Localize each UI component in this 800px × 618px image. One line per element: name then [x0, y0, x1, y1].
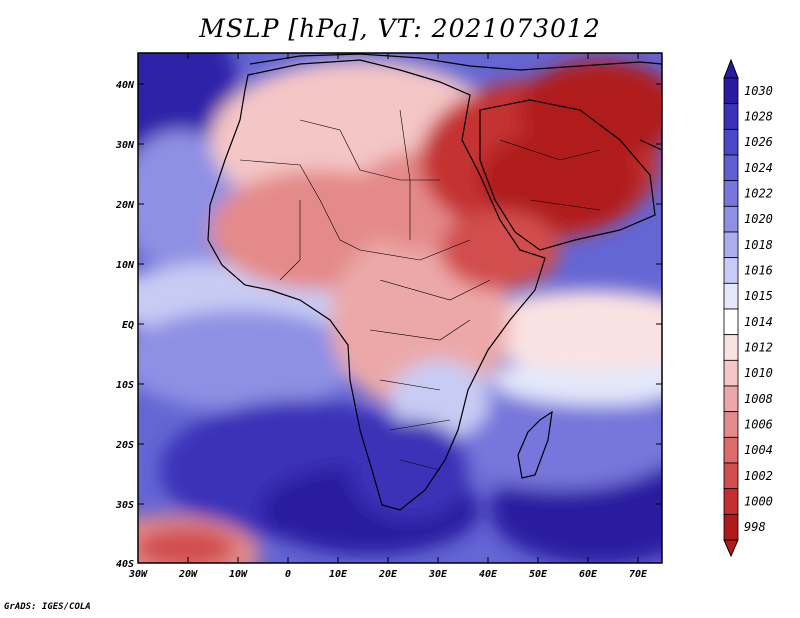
- colorbar-swatch: [723, 359, 739, 387]
- colorbar-swatch: [723, 180, 739, 207]
- lat-tick-labels: 40N 30N 20N 10N EQ 10S 20S 30S 40S: [115, 80, 135, 570]
- colorbar-label: 1008: [744, 392, 773, 406]
- lat-label-40n: 40N: [116, 80, 135, 91]
- lat-label-40s: 40S: [116, 559, 134, 570]
- colorbar-swatch: [723, 205, 739, 233]
- colorbar-label: 1004: [744, 443, 773, 457]
- lon-label-30e: 30E: [428, 569, 448, 580]
- colorbar-label: 1022: [744, 187, 773, 201]
- lat-label-20s: 20S: [115, 440, 134, 451]
- lat-label-10n: 10N: [116, 260, 135, 271]
- colorbar-label: 1016: [744, 264, 773, 278]
- colorbar-swatch: [723, 231, 739, 259]
- colorbar-swatch: [723, 513, 739, 541]
- colorbar-label: 1024: [744, 161, 773, 175]
- lon-label-10e: 10E: [329, 569, 348, 580]
- colorbar-swatch: [723, 462, 739, 490]
- colorbar-label: 1020: [744, 212, 773, 226]
- colorbar-swatch: [723, 411, 739, 438]
- lon-label-60e: 60E: [579, 569, 598, 580]
- colorbar-arrow-top: [723, 58, 739, 79]
- lat-label-30s: 30S: [115, 500, 134, 511]
- colorbar-swatch: [723, 257, 739, 284]
- india-coastline: [639, 139, 662, 151]
- lon-label-50e: 50E: [529, 569, 548, 580]
- lon-label-30w: 30W: [128, 569, 148, 580]
- colorbar-label: 1014: [744, 315, 773, 329]
- europe-coastline: [249, 53, 662, 71]
- africa-coastline: [207, 59, 546, 511]
- colorbar-swatch: [723, 334, 739, 361]
- colorbar-label: 1000: [744, 495, 773, 509]
- colorbar-label: 1006: [744, 418, 773, 432]
- plot-frame: [137, 52, 663, 564]
- colorbar-swatch: [723, 488, 739, 515]
- colorbar-swatch: [723, 154, 739, 182]
- pressure-field: [138, 53, 662, 563]
- map-title: MSLP [hPa], VT: 2021073012: [199, 14, 601, 43]
- lon-tick-marks: [187, 53, 639, 563]
- country-borders: [239, 109, 601, 471]
- colorbar-swatch: [723, 436, 739, 464]
- colorbar-label: 1018: [744, 238, 773, 252]
- lat-tick-marks: [138, 83, 662, 505]
- colorbar-swatch: [723, 282, 739, 310]
- lon-label-10w: 10W: [229, 569, 248, 580]
- colorbar-swatch: [723, 308, 739, 336]
- lat-label-20n: 20N: [115, 200, 135, 211]
- colorbar-label: 1002: [744, 469, 773, 483]
- lon-label-20e: 20E: [378, 569, 398, 580]
- colorbar-swatch: [723, 77, 739, 105]
- colorbar-label: 1012: [744, 341, 773, 355]
- lat-label-10s: 10S: [116, 380, 134, 391]
- lon-label-0: 0: [285, 569, 291, 580]
- colorbar-arrow-bottom: [723, 539, 739, 558]
- lat-label-30n: 30N: [115, 140, 135, 151]
- colorbar: 1030 1028 1026 1024 1022 1020 1018 1016 1015 1014…: [723, 58, 773, 558]
- grads-credit: GrADS: IGES/COLA: [4, 602, 91, 612]
- colorbar-label: 1026: [744, 135, 773, 149]
- madagascar-coastline: [517, 410, 553, 479]
- lon-tick-labels: 30W 20W 10W 0 10E 20E 30E 40E 50E 60E 70…: [128, 569, 648, 580]
- colorbar-swatch: [723, 385, 739, 413]
- lon-label-20w: 20W: [178, 569, 198, 580]
- lat-label-eq: EQ: [122, 320, 134, 331]
- colorbar-label: 1010: [744, 366, 773, 380]
- arabia-coastline: [479, 99, 656, 251]
- coastlines: [207, 53, 662, 511]
- lon-label-70e: 70E: [629, 569, 648, 580]
- colorbar-label: 998: [744, 520, 766, 534]
- colorbar-swatch: [723, 128, 739, 156]
- colorbar-label: 1015: [744, 289, 773, 303]
- colorbar-label: 1030: [744, 84, 773, 98]
- lon-label-40e: 40E: [479, 569, 498, 580]
- colorbar-swatch: [723, 103, 739, 130]
- colorbar-label: 1028: [744, 110, 773, 124]
